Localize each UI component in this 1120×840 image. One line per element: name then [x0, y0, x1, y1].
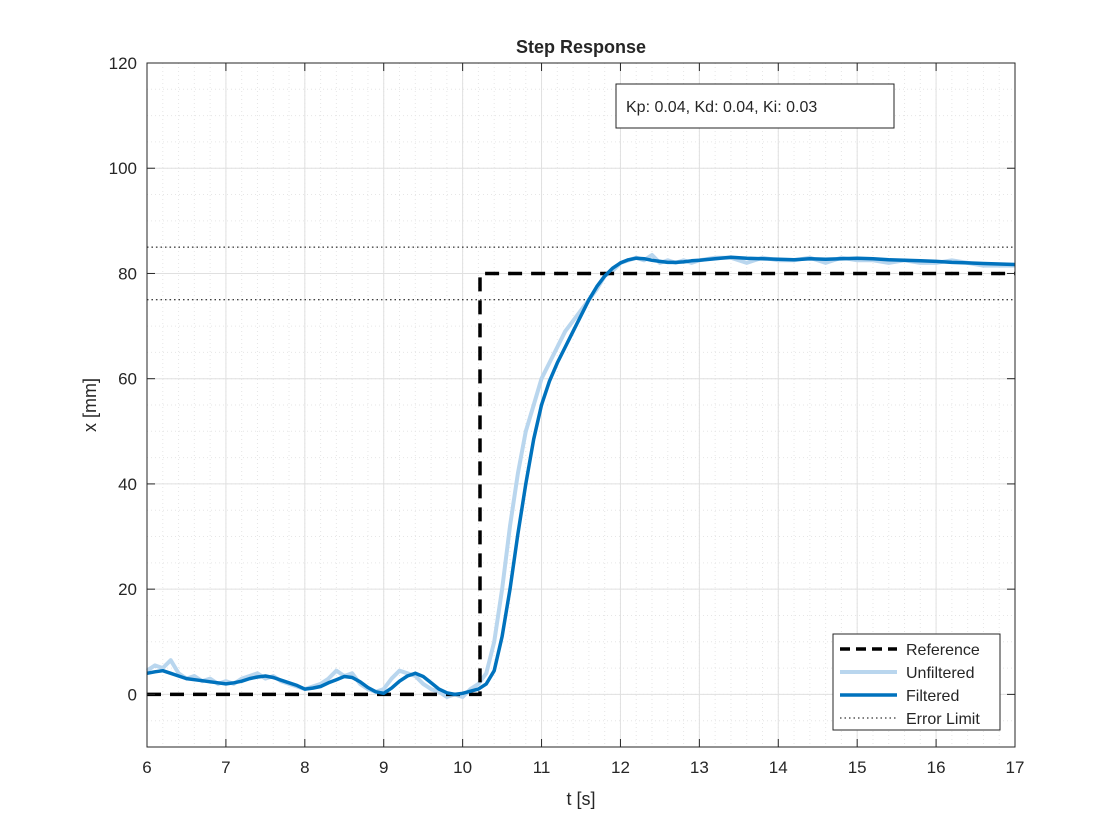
y-tick-label: 20: [118, 580, 137, 599]
y-tick-label: 100: [109, 159, 137, 178]
legend: Reference Unfiltered Filtered Error Limi…: [832, 633, 1001, 731]
legend-label-reference: Reference: [906, 642, 980, 659]
plot-area: [145, 246, 1016, 699]
x-tick-label: 6: [142, 758, 151, 777]
x-tick-label: 15: [848, 758, 867, 777]
annotation-border: [615, 83, 895, 129]
y-tick-label: 80: [118, 264, 137, 283]
x-tick-label: 7: [221, 758, 230, 777]
x-tick-label: 12: [611, 758, 630, 777]
filtered-series-line: [146, 255, 1016, 697]
x-tick-label: 8: [300, 758, 309, 777]
pid-gains-annotation: Kp: 0.04, Kd: 0.04, Ki: 0.03: [615, 83, 895, 129]
reference-series-line: [147, 271, 1015, 697]
x-tick-label: 11: [533, 758, 551, 777]
x-tick-label: 16: [927, 758, 946, 777]
y-tick-label: 0: [128, 685, 137, 704]
annotation-text: Kp: 0.04, Kd: 0.04, Ki: 0.03: [626, 99, 817, 116]
x-axis-label: t [s]: [566, 789, 595, 809]
x-tick-label: 13: [690, 758, 709, 777]
x-tick-label: 17: [1006, 758, 1025, 777]
legend-label-unfiltered: Unfiltered: [906, 665, 974, 682]
legend-label-error-limit: Error Limit: [906, 711, 980, 728]
x-tick-label: 10: [453, 758, 472, 777]
y-tick-label: 60: [118, 370, 137, 389]
x-tick-label: 9: [379, 758, 388, 777]
chart-title: Step Response: [516, 37, 646, 57]
y-tick-label: 40: [118, 475, 137, 494]
axis-ticks: 6 7 8 9 10 11 12 13 14 15 16 17 0 20 40 60 80 100 120: [109, 54, 1025, 777]
x-tick-label: 14: [769, 758, 788, 777]
legend-label-filtered: Filtered: [906, 688, 959, 705]
y-tick-label: 120: [109, 54, 137, 73]
axes-box: [146, 62, 1016, 748]
y-axis-label: x [mm]: [80, 378, 100, 432]
